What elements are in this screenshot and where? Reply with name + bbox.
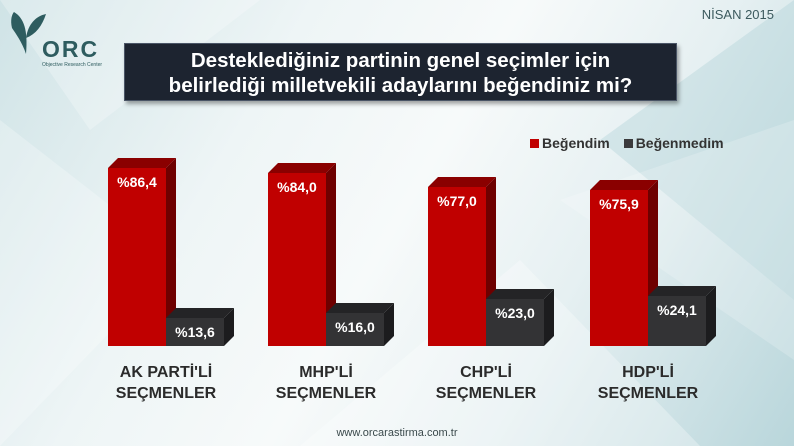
category-label-line: AK PARTİ'Lİ — [119, 364, 213, 381]
bar-begendim: %86,4 — [108, 158, 176, 346]
bar-value-label: %84,0 — [277, 179, 317, 195]
category-label: MHP'Lİ SEÇMENLER — [256, 362, 396, 404]
chart-legend: Beğendim Beğenmedim — [530, 135, 724, 151]
bar-begenmedim: %24,1 — [648, 286, 716, 346]
leaf-logo-icon — [11, 12, 46, 54]
category-label-line: SEÇMENLER — [597, 385, 699, 402]
bar-value-label: %16,0 — [335, 319, 375, 335]
bar-value-label: %24,1 — [657, 302, 697, 318]
legend-item-begendim: Beğendim — [530, 135, 610, 151]
logo-subtitle: Objective Research Center — [42, 62, 103, 68]
category-label: HDP'Lİ SEÇMENLER — [578, 362, 718, 404]
legend-swatch-dark — [623, 138, 633, 148]
bar-value-label: %75,9 — [599, 196, 639, 212]
report-date: NİSAN 2015 — [701, 7, 774, 22]
category-label-line: SEÇMENLER — [115, 385, 217, 402]
bar-begendim: %77,0 — [428, 177, 496, 346]
legend-label: Beğendim — [542, 135, 610, 151]
chart-title: Desteklediğiniz partinin genel seçimler … — [124, 43, 677, 101]
footer-url: www.orcarastirma.com.tr — [336, 427, 458, 439]
category-label-line: SEÇMENLER — [435, 385, 537, 402]
category-label-line: HDP'Lİ — [622, 364, 674, 381]
bar-value-label: %77,0 — [437, 193, 477, 209]
title-line-2: belirlediği milletvekili adaylarını beğe… — [168, 74, 633, 97]
category-label-line: CHP'Lİ — [460, 364, 512, 381]
legend-item-begenmedim: Beğenmedim — [623, 135, 724, 151]
logo-text: ORC — [42, 36, 100, 62]
orc-logo: ORC Objective Research Center — [8, 8, 118, 68]
bar-value-label: %13,6 — [175, 324, 215, 340]
bar-begendim: %75,9 — [590, 180, 658, 346]
category-label: AK PARTİ'Lİ SEÇMENLER — [96, 362, 236, 404]
category-label-line: MHP'Lİ — [299, 364, 353, 381]
legend-label: Beğenmedim — [635, 135, 724, 151]
title-line-1: Desteklediğiniz partinin genel seçimler … — [190, 49, 611, 72]
category-label: CHP'Lİ SEÇMENLER — [416, 362, 556, 404]
bar-begenmedim: %16,0 — [326, 303, 394, 346]
bar-value-label: %23,0 — [495, 305, 535, 321]
bar-begendim: %84,0 — [268, 163, 336, 346]
category-label-line: SEÇMENLER — [275, 385, 377, 402]
bar-begenmedim: %23,0 — [486, 289, 554, 346]
bar-value-label: %86,4 — [117, 174, 157, 190]
bar-begenmedim: %13,6 — [166, 308, 234, 346]
legend-swatch-red — [530, 138, 539, 148]
